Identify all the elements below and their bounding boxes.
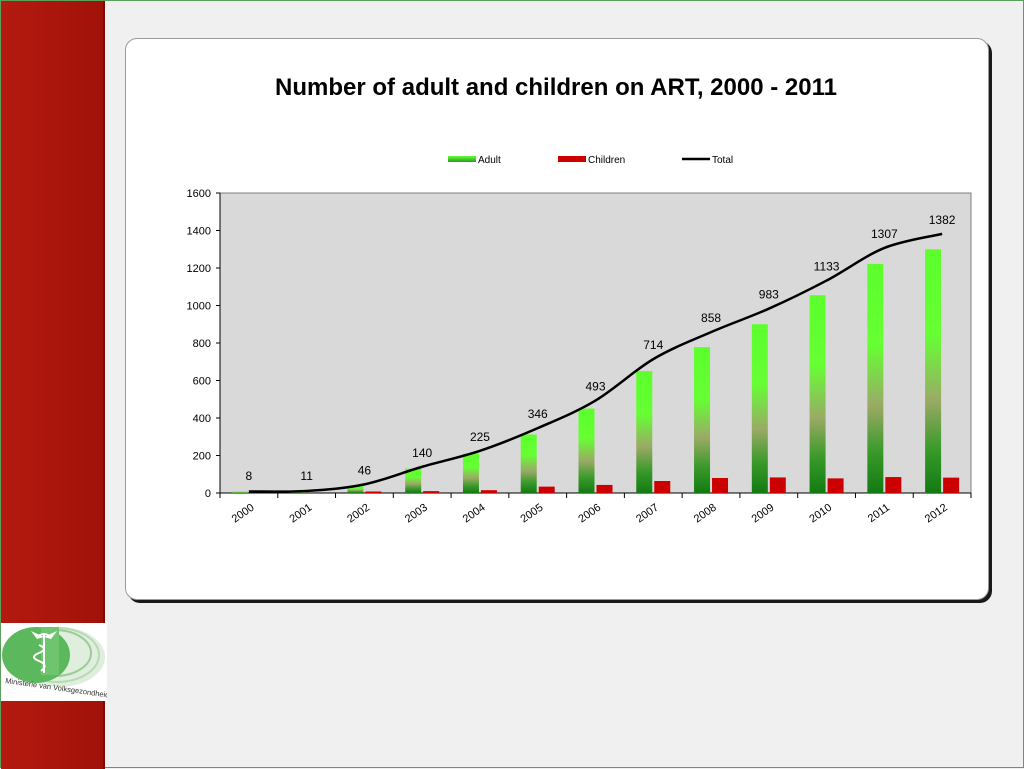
bar-adult — [347, 485, 364, 493]
bar-children — [827, 478, 844, 493]
legend-swatch-children — [558, 156, 586, 162]
bar-adult — [809, 295, 826, 493]
y-tick-label: 600 — [193, 376, 211, 388]
x-tick-label: 2000 — [230, 502, 257, 526]
bar-adult — [462, 453, 479, 493]
y-tick-label: 1400 — [187, 226, 211, 238]
bars — [231, 249, 960, 493]
y-tick-label: 200 — [193, 451, 211, 463]
total-data-label: 46 — [358, 463, 372, 477]
x-tick-label: 2010 — [807, 502, 834, 526]
x-tick-label: 2001 — [287, 502, 314, 526]
x-tick-label: 2009 — [750, 502, 777, 526]
x-tick-label: 2007 — [634, 502, 661, 526]
total-line-path — [248, 232, 943, 493]
y-tick-label: 400 — [193, 413, 211, 425]
y-tick-label: 800 — [193, 338, 211, 350]
bar-children — [654, 481, 671, 493]
bar-adult — [694, 347, 711, 493]
y-axis: 0 200 400 600 800 1000 1200 1400 1600 — [187, 188, 221, 500]
total-data-label: 493 — [585, 380, 605, 394]
bar-children — [885, 477, 902, 493]
bar-children — [769, 477, 786, 493]
chart-legend: Adult Children Total — [448, 155, 733, 166]
legend-label: Adult — [478, 155, 501, 166]
x-tick-label: 2004 — [461, 502, 488, 526]
y-tick-label: 1200 — [187, 263, 211, 275]
total-data-label: 1307 — [871, 227, 898, 241]
legend-swatch-adult — [448, 156, 476, 162]
x-tick-label: 2011 — [866, 502, 892, 525]
bar-children — [480, 490, 497, 493]
x-tick-label: 2005 — [519, 502, 546, 526]
plot-area — [219, 192, 972, 494]
y-tick-label: 1600 — [187, 188, 211, 200]
bar-children — [423, 491, 440, 493]
total-data-label: 11 — [300, 469, 313, 483]
total-data-label: 1382 — [929, 213, 956, 227]
legend-label: Total — [712, 155, 733, 166]
total-data-label: 140 — [412, 446, 432, 460]
y-tick-label: 1000 — [187, 301, 211, 313]
bar-adult — [751, 324, 768, 493]
y-tick-label: 0 — [205, 488, 211, 500]
total-data-label: 346 — [528, 407, 548, 421]
bar-children — [596, 484, 613, 493]
bar-adult — [520, 434, 537, 493]
total-data-label: 983 — [759, 288, 779, 302]
bar-children — [538, 486, 555, 493]
x-tick-label: 2008 — [692, 502, 719, 526]
total-data-label: 225 — [470, 430, 490, 444]
bar-adult — [925, 249, 942, 493]
total-data-label: 8 — [246, 469, 253, 483]
bar-adult — [636, 371, 653, 493]
x-tick-label: 2006 — [576, 502, 603, 526]
bar-children — [365, 491, 382, 493]
caduceus-icon: Ministerie van Volksgezondheid — [2, 609, 110, 705]
total-data-label: 714 — [643, 338, 663, 352]
bar-adult — [231, 491, 248, 493]
bar-children — [943, 477, 960, 493]
legend-label: Children — [588, 155, 625, 166]
x-tick-label: 2002 — [345, 502, 372, 526]
bar-children — [712, 478, 729, 493]
ministry-logo: Ministerie van Volksgezondheid — [1, 609, 110, 705]
x-tick-label: 2012 — [923, 502, 950, 526]
bar-adult — [867, 263, 884, 493]
bar-adult — [578, 408, 595, 493]
x-axis: 2000 2001 2002 2003 2004 2005 2006 2007 2008 2009… — [219, 492, 972, 526]
x-tick-label: 2003 — [403, 502, 430, 526]
total-data-label: 858 — [701, 311, 721, 325]
total-data-label: 1133 — [814, 260, 840, 274]
data-labels: 8 11 46 140 225 346 493 714 858 983 1133 1307 1382 — [246, 213, 956, 483]
bar-adult — [405, 468, 422, 493]
total-line — [248, 232, 943, 493]
chart-title: Number of adult and children on ART, 200… — [275, 74, 837, 101]
